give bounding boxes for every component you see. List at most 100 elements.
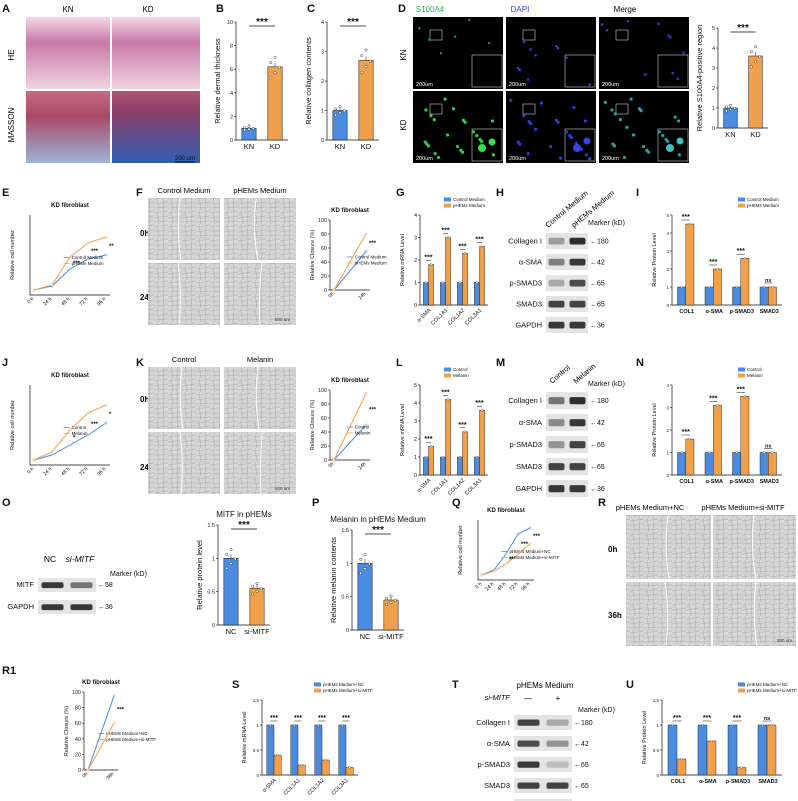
bar [740, 396, 750, 476]
blot-band [548, 321, 565, 329]
y-tick-label: 0 [666, 303, 669, 308]
bar [479, 410, 485, 476]
marker-kd: ←180 [590, 398, 609, 405]
band-label: GAPDH [7, 602, 34, 611]
legend-label: Control [355, 425, 370, 430]
band-label: SMAD3 [484, 781, 510, 790]
data-point [229, 562, 233, 566]
data-point [731, 723, 734, 727]
scalebar-text: 500 um [777, 638, 792, 643]
y-tick-label: 80 [75, 706, 81, 712]
scalebar-text: 200um [509, 82, 526, 88]
sig-label: *** [737, 248, 745, 255]
chart-n: 0 1 2 3 4 Relative Protein Level *** COL1 *** α-S… [652, 367, 782, 485]
bar [766, 724, 777, 776]
lane-label: Control Medium [544, 189, 590, 230]
data-point [733, 106, 737, 110]
panel-label: N [636, 357, 644, 369]
blot-band [546, 761, 569, 768]
x-tick-label: α-SMA [706, 479, 723, 485]
data-point [743, 395, 747, 398]
data-point [360, 70, 364, 74]
legend-label: Control Medium [72, 255, 104, 260]
blot-band [41, 604, 64, 611]
data-point [475, 281, 479, 284]
scratch-image [148, 263, 220, 325]
series-point [112, 721, 116, 725]
sig-label: ns [765, 278, 771, 284]
bar [440, 456, 446, 476]
bar [474, 282, 480, 306]
y-tick-label: 1 [666, 451, 669, 456]
data-point [385, 603, 389, 606]
data-point [225, 566, 229, 570]
bar [290, 724, 299, 776]
y-tick-label: 40 [321, 430, 327, 436]
data-point [749, 50, 753, 54]
panel-label: H [496, 187, 504, 199]
scalebar-text: 200um [416, 82, 433, 88]
row-label: HE [7, 49, 16, 60]
bar [757, 724, 768, 776]
row-label: 36h [608, 611, 622, 620]
blot-strip [514, 715, 572, 730]
y-tick-label: 0.5 [653, 748, 660, 753]
x-tick-label: SMAD3 [760, 479, 779, 485]
legend-swatch [738, 373, 745, 378]
data-point [458, 281, 462, 284]
si-label: si-MITF [485, 693, 511, 702]
band-label: p-SMAD3 [509, 278, 542, 287]
data-point [762, 451, 766, 454]
y-tick-label: 4 [230, 91, 233, 97]
sig-label: ** [109, 244, 114, 250]
blot-band [548, 441, 565, 449]
data-point [364, 48, 368, 52]
panel-label: L [396, 357, 403, 369]
data-point [300, 763, 303, 767]
legend-swatch [738, 688, 745, 693]
x-tick-label: NC [360, 632, 371, 641]
data-point [463, 430, 467, 433]
sig-label: *** [441, 228, 449, 235]
bar [697, 724, 708, 776]
y-tick-label: 1 [346, 561, 349, 567]
x-tick-label: COL1A1 [283, 778, 302, 797]
data-point [255, 582, 259, 585]
marker-kd: ←42 [590, 259, 605, 266]
axis [29, 385, 110, 466]
x-tick-label: KN [725, 130, 735, 139]
scratch-image [224, 432, 296, 494]
channel-label: S100A4 [416, 5, 445, 14]
y-tick-label: 40 [321, 260, 327, 266]
col-label: Control [172, 355, 197, 364]
legend-label: Melanin [747, 373, 763, 378]
chart-c: 0 1 2 3 4 Relative collagen contents KN KD *** [304, 17, 379, 151]
y-tick-label: 1 [656, 723, 659, 728]
blot-band [569, 397, 586, 405]
y-tick-label: 80 [321, 402, 327, 408]
data-point [269, 723, 272, 727]
series-point [32, 458, 36, 462]
panel-label: D [398, 3, 406, 15]
panel-label: B [216, 3, 224, 15]
blot-band [548, 300, 565, 308]
data-point [680, 285, 683, 289]
row-label: 24h [140, 463, 154, 472]
scalebar-text: 200um [509, 156, 526, 162]
y-tick-label: 1.5 [653, 698, 660, 703]
legend-label: pHEMs Medium [747, 203, 779, 208]
sig-label: *** [475, 237, 483, 244]
fluor-image [599, 91, 689, 163]
x-tick-label: KN [244, 142, 254, 151]
bar [685, 223, 695, 306]
y-axis-label: Relative melanin contents [329, 537, 338, 623]
x-tick-label: 48 h [60, 466, 71, 477]
data-point [761, 723, 764, 727]
blot-band [569, 463, 586, 471]
series-point [86, 768, 90, 772]
panel-label: A [2, 3, 10, 15]
data-point [441, 281, 445, 284]
western-blot-m: M Control Melanin Marker (kD) Collagen I… [496, 357, 625, 497]
bar [732, 286, 741, 306]
